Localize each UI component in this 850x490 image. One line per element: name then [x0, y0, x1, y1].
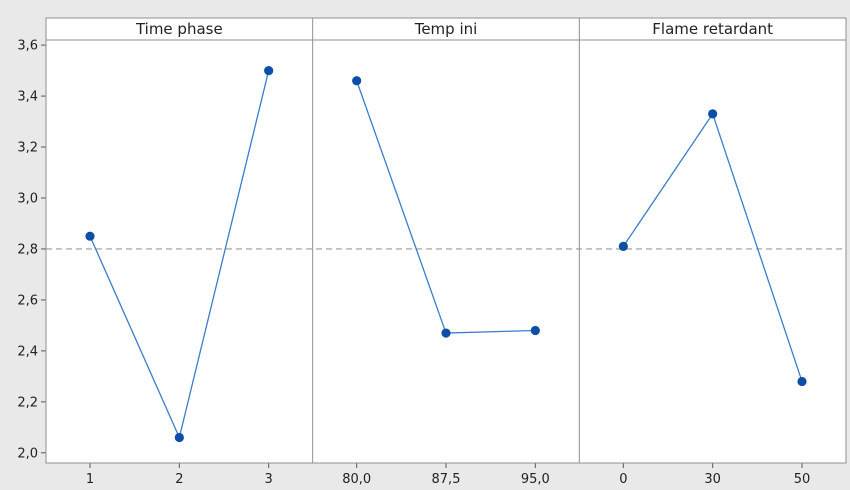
data-point: [797, 376, 807, 387]
x-tick-label: 50: [794, 472, 811, 487]
x-tick-label: 3: [265, 472, 273, 487]
plot-background: [46, 18, 846, 463]
y-tick-label: 3,6: [17, 39, 38, 54]
panel-title: Temp ini: [414, 20, 478, 38]
data-point: [352, 76, 362, 86]
x-tick-label: 80,0: [342, 472, 371, 487]
data-point: [85, 231, 95, 241]
panel-1: Time phase 1 2 3: [46, 18, 313, 487]
data-point: [530, 325, 540, 336]
data-point: [618, 241, 628, 252]
y-tick-label: 2,4: [17, 344, 38, 359]
panel-title: Time phase: [135, 20, 223, 38]
y-tick-label: 3,4: [17, 90, 38, 105]
panel-title: Flame retardant: [652, 20, 773, 38]
data-point: [441, 328, 451, 338]
plot-frame: [45, 17, 847, 464]
x-tick-label: 30: [704, 472, 721, 487]
x-tick-label: 87,5: [432, 472, 461, 487]
data-point: [174, 432, 184, 443]
y-tick-label: 2,8: [17, 242, 38, 257]
y-tick-label: 3,0: [17, 191, 38, 206]
panel-header: [579, 18, 846, 40]
panel-header: [46, 18, 313, 40]
y-tick-label: 3,2: [17, 141, 38, 156]
y-tick-label: 2,0: [17, 446, 38, 461]
x-tick-label: 1: [86, 472, 94, 487]
x-tick-label: 95,0: [521, 472, 550, 487]
y-tick-label: 2,6: [17, 293, 38, 308]
panel-3: Flame retardant 0 30 50: [578, 18, 846, 487]
data-point: [264, 65, 274, 76]
x-tick-label: 2: [175, 472, 183, 487]
panel-header: [312, 18, 580, 40]
panel-2: Temp ini 80,0 87,5 95,0: [312, 18, 580, 487]
data-point: [708, 109, 718, 119]
x-tick-label: 0: [619, 472, 627, 487]
y-tick-label: 2,2: [17, 395, 38, 410]
